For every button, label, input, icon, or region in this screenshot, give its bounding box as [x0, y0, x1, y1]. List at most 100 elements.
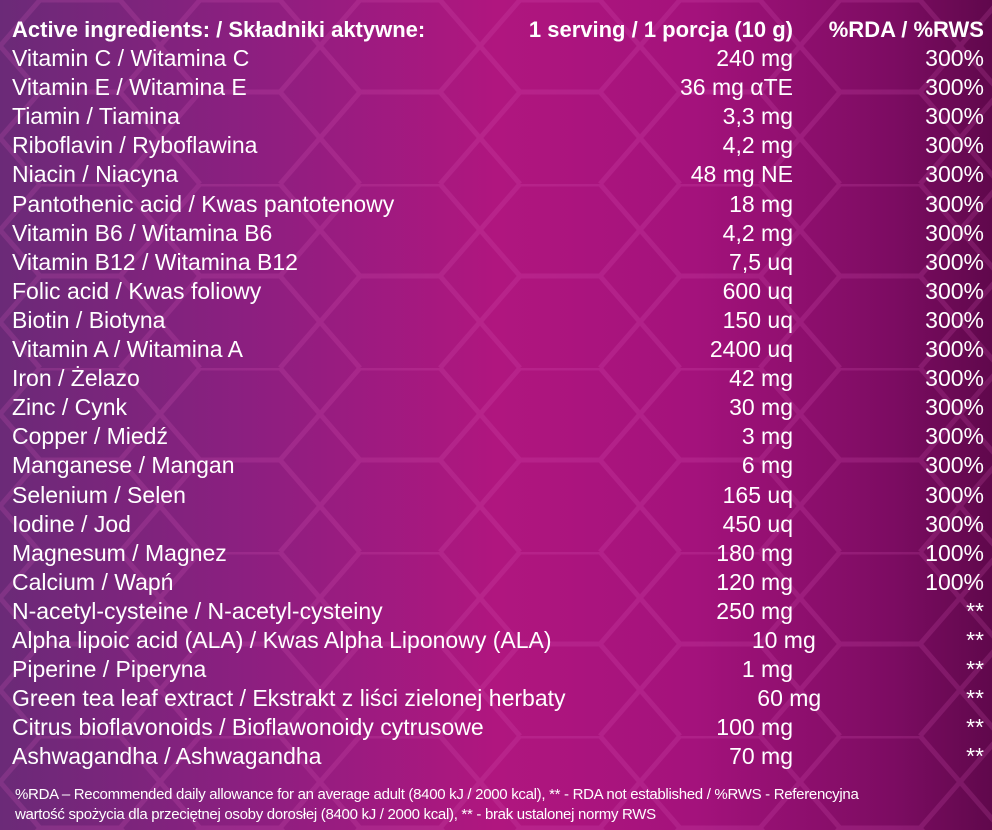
ingredient-name: Riboflavin / Ryboflawina: [12, 132, 258, 159]
ingredient-amount: 7,5 uq: [729, 248, 793, 275]
ingredient-rda: **: [966, 626, 984, 653]
ingredient-amount: 30 mg: [729, 394, 793, 421]
ingredient-amount: 3,3 mg: [722, 103, 793, 130]
ingredient-name: Iodine / Jod: [12, 510, 131, 537]
table-row: Piperine / Piperyna 1 mg **: [12, 655, 984, 684]
ingredient-rda: 300%: [925, 74, 984, 101]
table-row: Vitamin B6 / Witamina B6 4,2 mg 300%: [12, 219, 984, 248]
ingredient-name: Zinc / Cynk: [12, 394, 128, 421]
ingredient-name: Vitamin E / Witamina E: [12, 74, 247, 101]
header-ingredients: Active ingredients: / Składniki aktywne:: [12, 17, 426, 42]
ingredient-rda: 300%: [925, 423, 984, 450]
table-row: Ashwagandha / Ashwagandha 70 mg **: [12, 742, 984, 771]
ingredient-name: Copper / Miedź: [12, 423, 168, 450]
ingredient-rda: **: [966, 714, 984, 741]
table-row: Manganese / Mangan 6 mg 300%: [12, 451, 984, 480]
ingredient-rda: 300%: [925, 219, 984, 246]
ingredient-amount: 6 mg: [741, 452, 793, 479]
ingredient-amount: 250 mg: [716, 597, 793, 624]
header-rda: %RDA / %RWS: [828, 17, 984, 42]
ingredient-rda: 300%: [925, 190, 984, 217]
table-row: Iron / Żelazo 42 mg 300%: [12, 364, 984, 393]
ingredient-name: Selenium / Selen: [12, 481, 186, 508]
ingredient-amount: 60 mg: [757, 685, 822, 712]
ingredient-amount: 36 mg αTE: [679, 74, 793, 101]
ingredient-amount: 240 mg: [716, 45, 793, 72]
ingredient-amount: 18 mg: [729, 190, 793, 217]
table-row: Alpha lipoic acid (ALA) / Kwas Alpha Lip…: [12, 626, 984, 655]
table-header: Active ingredients: / Składniki aktywne:…: [12, 15, 984, 44]
ingredient-name: Folic acid / Kwas foliowy: [12, 277, 262, 304]
ingredient-rda: **: [966, 656, 984, 683]
table-row: Niacin / Niacyna 48 mg NE 300%: [12, 160, 984, 189]
table-row: Green tea leaf extract / Ekstrakt z liśc…: [12, 684, 984, 713]
ingredient-amount: 48 mg NE: [690, 161, 793, 188]
ingredient-name: Calcium / Wapń: [12, 568, 174, 595]
table-row: Biotin / Biotyna 150 uq 300%: [12, 306, 984, 335]
ingredient-name: Biotin / Biotyna: [12, 306, 166, 333]
ingredient-amount: 42 mg: [729, 365, 793, 392]
ingredient-rda: **: [966, 597, 984, 624]
ingredient-rda: 300%: [925, 306, 984, 333]
table-row: Vitamin C / Witamina C 240 mg 300%: [12, 44, 984, 73]
ingredient-name: Manganese / Mangan: [12, 452, 235, 479]
ingredient-amount: 600 uq: [722, 277, 793, 304]
table-row: Vitamin B12 / Witamina B12 7,5 uq 300%: [12, 248, 984, 277]
ingredient-amount: 180 mg: [716, 539, 793, 566]
footnote-line-2: wartość spożycia dla przeciętnej osoby d…: [15, 805, 656, 823]
ingredient-rda: 300%: [925, 277, 984, 304]
ingredient-amount: 3 mg: [741, 423, 793, 450]
ingredient-rda: 300%: [925, 103, 984, 130]
ingredient-rda: **: [966, 685, 984, 712]
ingredient-name: Vitamin B6 / Witamina B6: [12, 219, 273, 246]
ingredient-name: Citrus bioflavonoids / Bioflawonoidy cyt…: [12, 714, 484, 741]
ingredient-name: Tiamin / Tiamina: [12, 103, 180, 130]
table-row: Magnesum / Magnez 180 mg 100%: [12, 539, 984, 568]
ingredient-name: Piperine / Piperyna: [12, 656, 207, 683]
table-row: Tiamin / Tiamina 3,3 mg 300%: [12, 102, 984, 131]
ingredient-rda: 300%: [925, 510, 984, 537]
ingredient-name: Vitamin A / Witamina A: [12, 336, 243, 363]
ingredient-rda: 300%: [925, 336, 984, 363]
ingredient-rda: 300%: [925, 161, 984, 188]
ingredient-name: N-acetyl-cysteine / N-acetyl-cysteiny: [12, 597, 383, 624]
footnote-line-1: %RDA – Recommended daily allowance for a…: [15, 786, 859, 803]
ingredient-name: Alpha lipoic acid (ALA) / Kwas Alpha Lip…: [12, 626, 552, 653]
table-row: Calcium / Wapń 120 mg 100%: [12, 568, 984, 597]
ingredient-amount: 4,2 mg: [722, 219, 793, 246]
ingredient-rda: 300%: [925, 481, 984, 508]
ingredient-rda: 300%: [925, 45, 984, 72]
header-serving: 1 serving / 1 porcja (10 g): [528, 17, 793, 42]
ingredient-rda: **: [966, 743, 984, 770]
table-row: Copper / Miedź 3 mg 300%: [12, 422, 984, 451]
ingredient-name: Vitamin B12 / Witamina B12: [12, 248, 298, 275]
ingredient-amount: 1 mg: [741, 656, 793, 683]
ingredient-name: Niacin / Niacyna: [12, 161, 179, 188]
ingredient-amount: 4,2 mg: [722, 132, 793, 159]
ingredient-amount: 70 mg: [729, 743, 793, 770]
ingredient-rda: 300%: [925, 452, 984, 479]
table-row: Citrus bioflavonoids / Bioflawonoidy cyt…: [12, 713, 984, 742]
ingredient-rda: 300%: [925, 132, 984, 159]
table-row: Zinc / Cynk 30 mg 300%: [12, 393, 984, 422]
ingredient-name: Pantothenic acid / Kwas pantotenowy: [12, 190, 395, 217]
ingredients-table: Active ingredients: / Składniki aktywne:…: [12, 15, 984, 771]
ingredient-amount: 100 mg: [716, 714, 793, 741]
ingredient-name: Green tea leaf extract / Ekstrakt z liśc…: [12, 685, 566, 712]
ingredient-amount: 150 uq: [722, 306, 793, 333]
ingredient-rda: 300%: [925, 365, 984, 392]
table-row: Riboflavin / Ryboflawina 4,2 mg 300%: [12, 131, 984, 160]
ingredient-rda: 100%: [925, 539, 984, 566]
ingredient-name: Magnesum / Magnez: [12, 539, 227, 566]
ingredient-rda: 100%: [925, 568, 984, 595]
table-row: Iodine / Jod 450 uq 300%: [12, 510, 984, 539]
table-row: Selenium / Selen 165 uq 300%: [12, 481, 984, 510]
table-row: N-acetyl-cysteine / N-acetyl-cysteiny 250…: [12, 597, 984, 626]
ingredient-amount: 10 mg: [751, 626, 816, 653]
table-row: Vitamin A / Witamina A 2400 uq 300%: [12, 335, 984, 364]
table-row: Vitamin E / Witamina E 36 mg αTE 300%: [12, 73, 984, 102]
ingredient-name: Iron / Żelazo: [12, 365, 140, 392]
ingredient-amount: 165 uq: [722, 481, 793, 508]
table-row: Pantothenic acid / Kwas pantotenowy 18 mg…: [12, 190, 984, 219]
